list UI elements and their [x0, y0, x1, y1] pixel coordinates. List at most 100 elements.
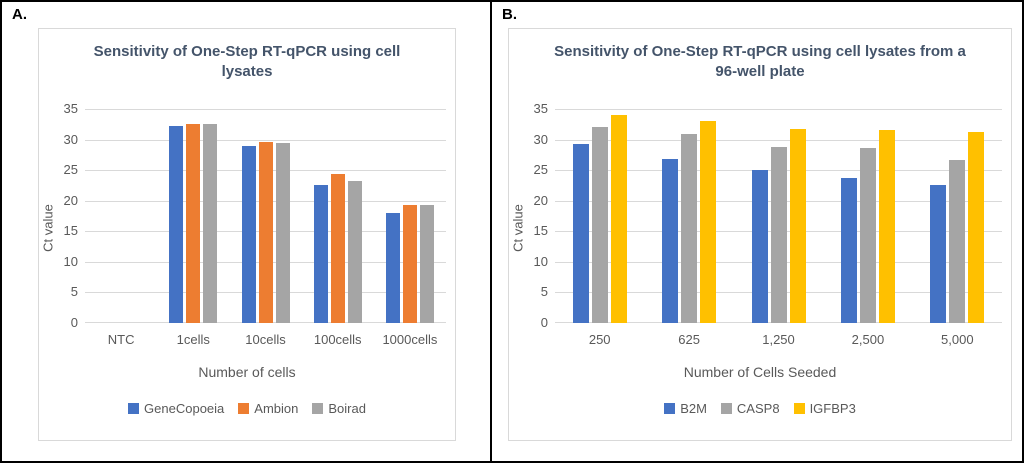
bar-Boirad-1000cells	[419, 204, 434, 323]
bar-CASP8-1,250	[770, 146, 787, 323]
x-tick-label: 1000cells	[382, 331, 438, 347]
chart-a: Sensitivity of One-Step RT-qPCR using ce…	[38, 28, 456, 441]
legend-label: B2M	[680, 400, 707, 416]
chart-b-plot-area	[555, 108, 1002, 323]
y-tick-label: 35	[63, 100, 78, 116]
bar-Boirad-1cells	[203, 123, 218, 323]
bar-GeneCopoeia-1cells	[169, 125, 184, 323]
bar-group-5,000	[913, 109, 1002, 323]
gridline	[555, 139, 1002, 141]
y-tick-label: 15	[63, 222, 78, 238]
y-tick-label: 30	[63, 131, 78, 147]
bar-CASP8-2,500	[859, 147, 876, 323]
legend-item-GeneCopoeia: GeneCopoeia	[128, 401, 224, 416]
bar-IGFBP3-625	[700, 120, 717, 323]
legend-swatch-icon	[312, 402, 324, 414]
chart-a-x-axis-title: Number of cells	[198, 363, 296, 380]
legend-swatch-icon	[793, 402, 805, 414]
gridline	[85, 139, 446, 141]
x-tick-label: 10cells	[245, 331, 286, 347]
bar-group-1,250	[734, 109, 823, 323]
chart-b-x-ticks: 250 625 1,250 2,500 5,000	[555, 332, 1002, 347]
chart-b-y-axis-title: Ct value	[510, 203, 526, 252]
chart-b: Sensitivity of One-Step RT-qPCR using ce…	[508, 28, 1012, 441]
bar-B2M-5,000	[930, 184, 947, 323]
bar-group-NTC	[85, 109, 157, 323]
legend-swatch-icon	[238, 402, 250, 414]
x-tick-label: 625	[678, 331, 700, 347]
bar-GeneCopoeia-100cells	[313, 184, 328, 323]
bar-B2M-625	[662, 158, 679, 323]
legend-swatch-icon	[720, 402, 732, 414]
gridline	[555, 108, 1002, 110]
bar-B2M-250	[572, 143, 589, 323]
bar-IGFBP3-250	[610, 114, 627, 323]
y-tick-label: 15	[533, 222, 548, 238]
x-tick-label: 1,250	[762, 331, 795, 347]
bar-IGFBP3-2,500	[878, 129, 895, 323]
bar-group-250	[555, 109, 644, 323]
gridline	[85, 108, 446, 110]
legend-label: Ambion	[254, 400, 299, 416]
legend-item-IGFBP3: IGFBP3	[793, 400, 856, 416]
panel-b-label: B.	[502, 6, 517, 23]
panel-b: B. Sensitivity of One-Step RT-qPCR using…	[490, 2, 1022, 461]
y-tick-label: 0	[540, 314, 548, 330]
bar-IGFBP3-1,250	[789, 128, 806, 323]
bar-group-1000cells	[374, 109, 446, 323]
bar-groups	[555, 109, 1002, 323]
chart-b-title: Sensitivity of One-Step RT-qPCR using ce…	[554, 43, 966, 81]
bar-groups	[85, 109, 446, 323]
legend-swatch-icon	[128, 402, 140, 414]
y-tick-label: 10	[533, 253, 548, 269]
bar-B2M-1,250	[751, 169, 768, 323]
legend-item-Ambion: Ambion	[238, 401, 298, 416]
y-tick-label: 10	[63, 253, 78, 269]
x-tick-label: NTC	[107, 331, 135, 347]
legend-label: IGFBP3	[809, 400, 856, 416]
bar-group-10cells	[229, 109, 301, 323]
y-tick-label: 25	[533, 161, 548, 177]
bar-Ambion-1cells	[186, 123, 201, 323]
x-tick-label: 2,500	[851, 331, 885, 347]
bar-CASP8-5,000	[949, 159, 966, 323]
legend-item-B2M: B2M	[664, 401, 707, 416]
bar-IGFBP3-5,000	[968, 131, 985, 323]
legend-item-Boirad: Boirad	[312, 401, 366, 416]
bar-group-100cells	[302, 109, 374, 323]
x-tick-label: 5,000	[941, 331, 974, 347]
bar-Ambion-100cells	[330, 173, 345, 323]
chart-a-plot-area	[85, 108, 446, 323]
bar-Boirad-10cells	[275, 142, 290, 323]
bar-GeneCopoeia-1000cells	[385, 212, 400, 323]
chart-a-legend: GeneCopoeia Ambion Boirad	[39, 401, 455, 416]
x-tick-label: 250	[588, 331, 611, 347]
legend-swatch-icon	[664, 402, 676, 414]
x-tick-label: 100cells	[313, 331, 362, 347]
y-tick-label: 0	[70, 314, 78, 330]
chart-b-y-ticks: 0 5 10 15 20 25 30 35	[527, 101, 555, 329]
y-tick-label: 20	[533, 192, 548, 208]
chart-a-x-ticks: NTC 1cells 10cells 100cells 1000cells	[85, 332, 446, 347]
y-tick-label: 30	[533, 131, 548, 147]
legend-item-CASP8: CASP8	[720, 400, 780, 416]
bar-Boirad-100cells	[347, 180, 362, 323]
y-tick-label: 5	[70, 283, 78, 299]
bar-group-625	[644, 109, 733, 323]
legend-label: Boirad	[328, 400, 366, 416]
legend-label: CASP8	[736, 400, 780, 416]
bar-group-2,500	[823, 109, 912, 323]
chart-a-title: Sensitivity of One-Step RT-qPCR using ce…	[93, 43, 401, 81]
panel-a-label: A.	[12, 6, 27, 23]
chart-a-y-ticks: 0 5 10 15 20 25 30 35	[57, 101, 85, 329]
bar-Ambion-10cells	[258, 141, 273, 323]
bar-group-1cells	[157, 109, 229, 323]
chart-a-body: Ct value 0 5 10 15 20 25 30 35 NTC 1cells 10cells…	[39, 101, 455, 347]
bar-Ambion-1000cells	[402, 204, 417, 323]
bar-CASP8-250	[591, 126, 608, 323]
x-tick-label: 1cells	[176, 331, 210, 347]
bar-GeneCopoeia-10cells	[241, 145, 256, 323]
bar-B2M-2,500	[840, 177, 857, 323]
y-tick-label: 5	[540, 283, 548, 299]
